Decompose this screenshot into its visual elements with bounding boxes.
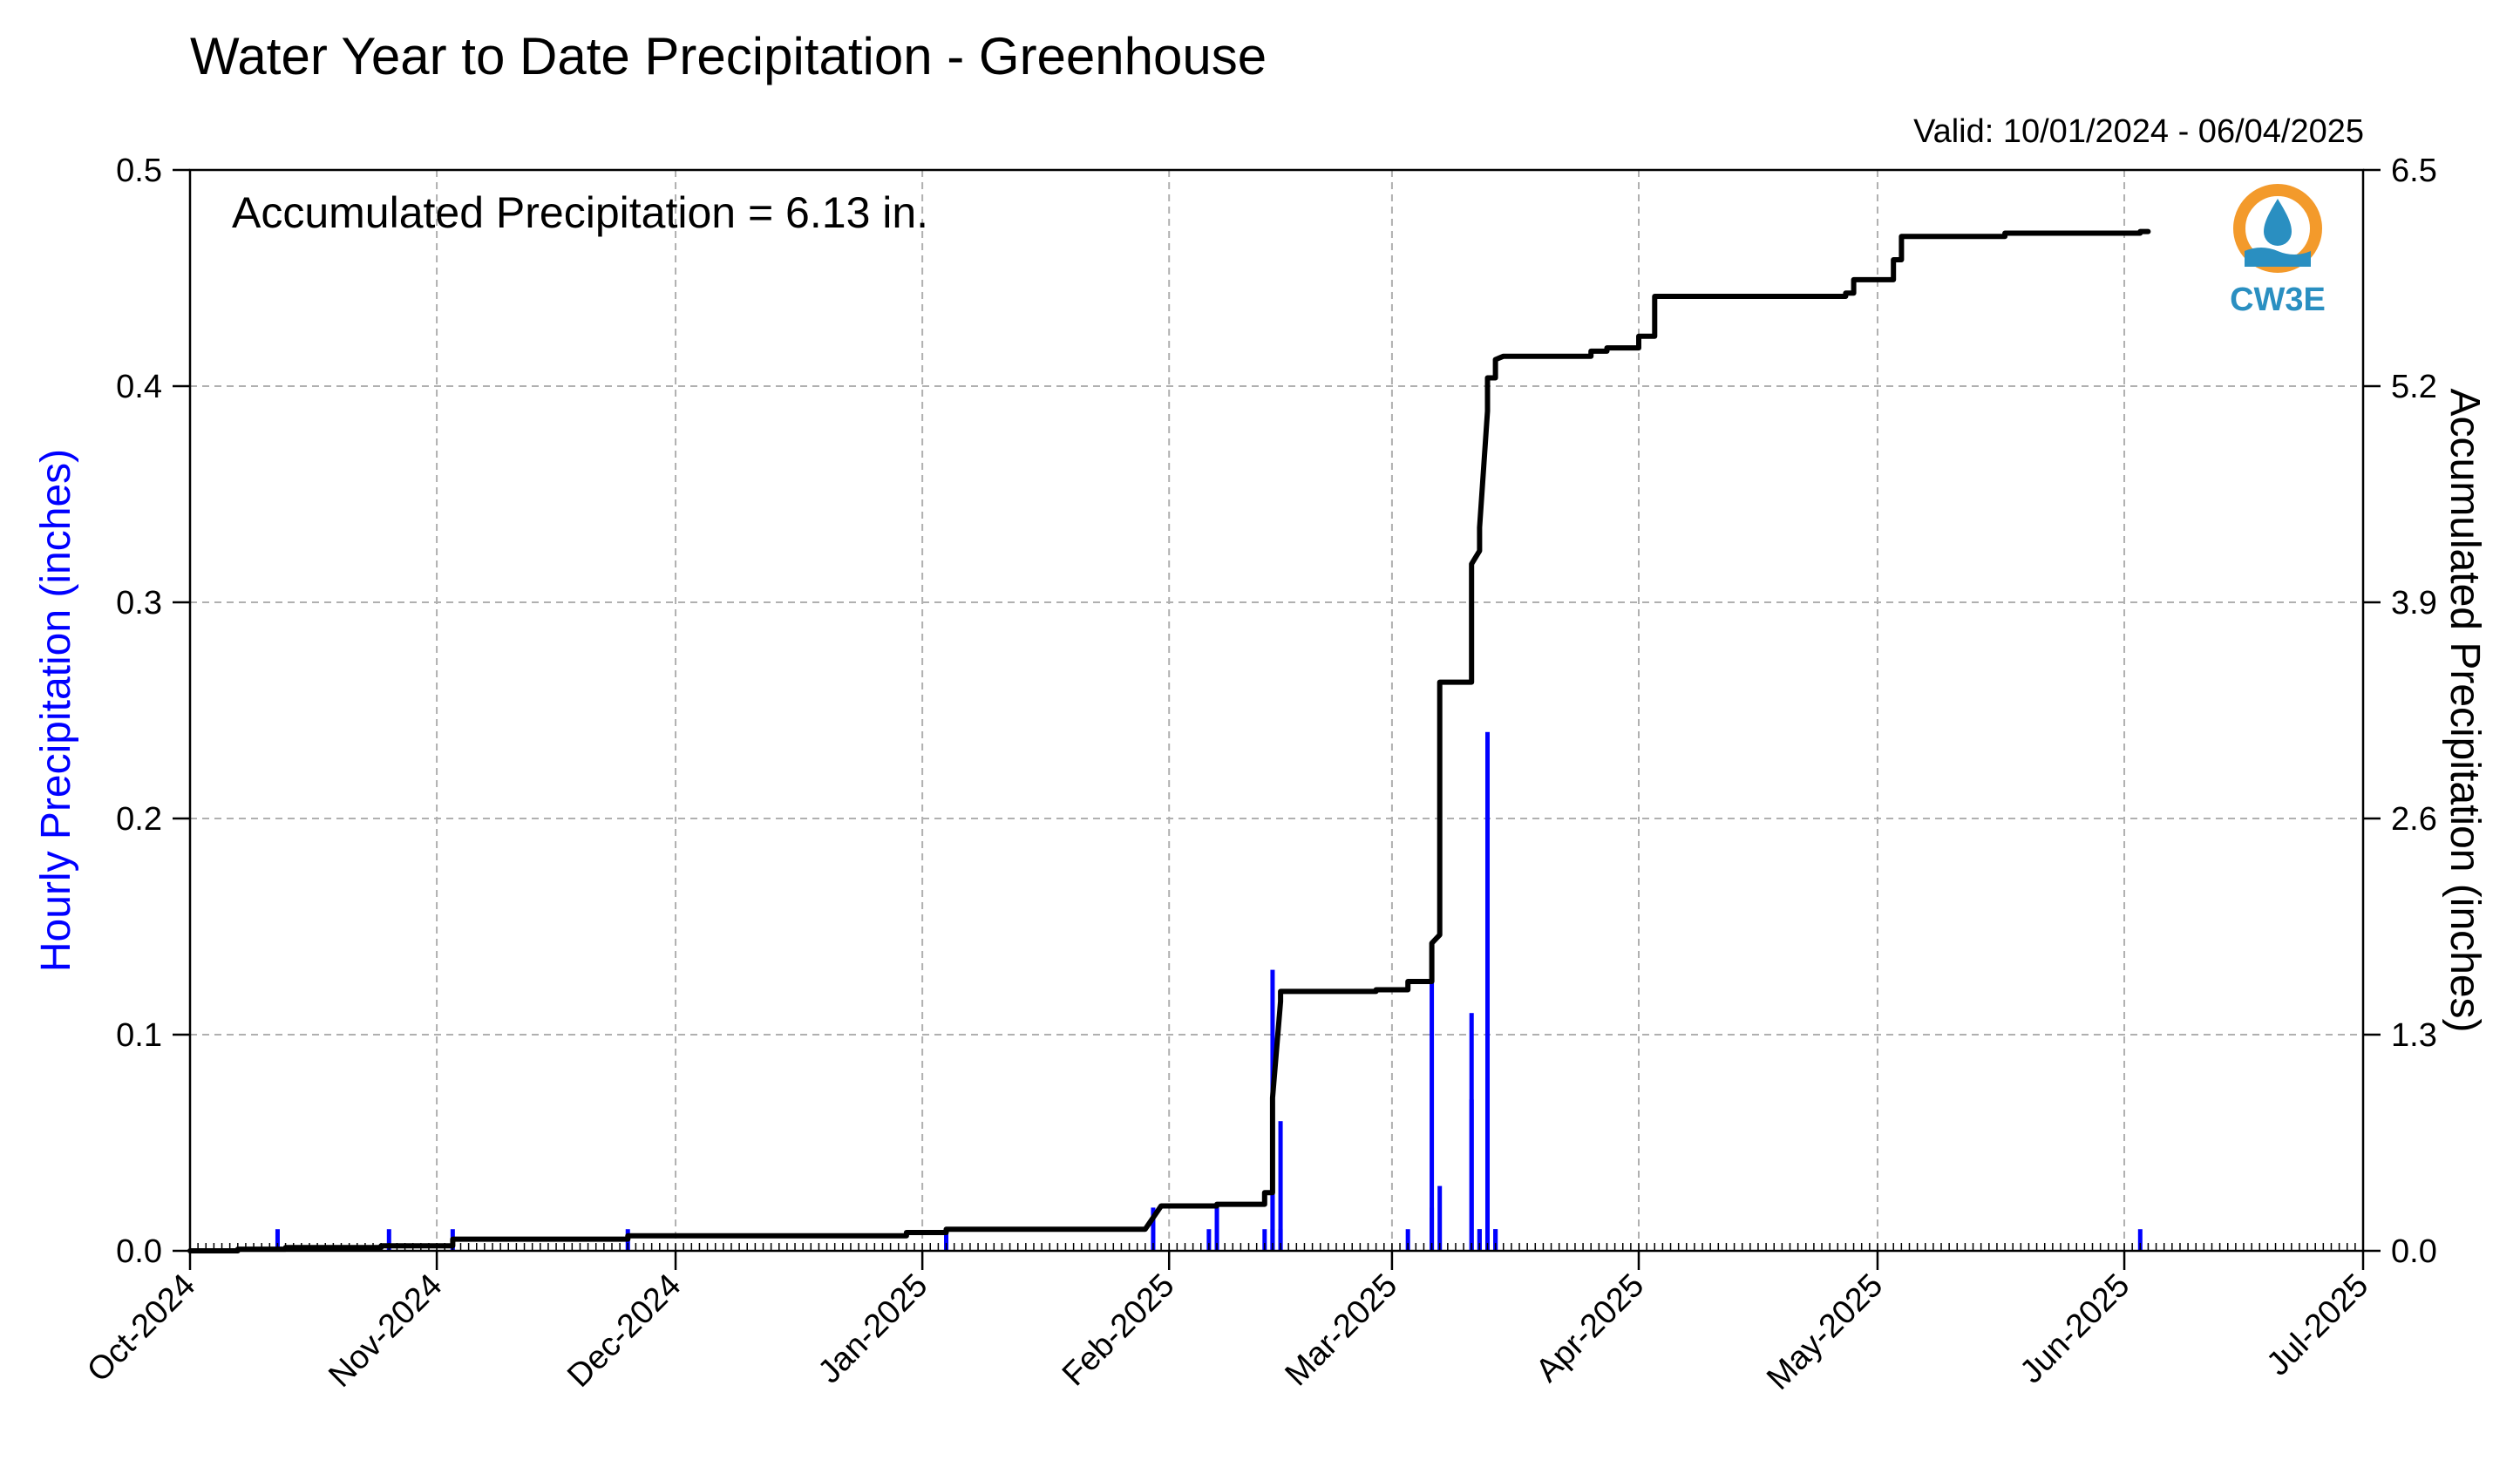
hourly-precipitation-bar xyxy=(1469,1013,1474,1251)
hourly-precipitation-bar xyxy=(1262,1229,1267,1251)
cw3e-logo: CW3E xyxy=(2230,184,2326,318)
plot-frame xyxy=(188,168,2365,1253)
accumulated-precipitation-series xyxy=(187,228,2151,1253)
y-axis-left-label: Hourly Precipitation (inches) xyxy=(33,449,79,972)
y-left-tick-label: 0.3 xyxy=(116,585,162,621)
y-left-tick-label: 0.1 xyxy=(116,1017,162,1054)
logo-text: CW3E xyxy=(2230,282,2326,318)
y-right-tick-label: 2.6 xyxy=(2391,801,2437,838)
y-right-tick-label: 5.2 xyxy=(2391,369,2437,405)
y-right-tick-label: 6.5 xyxy=(2391,153,2437,189)
hourly-precipitation-bar xyxy=(1151,1207,1156,1251)
y-left-tick-label: 0.5 xyxy=(116,153,162,189)
hourly-precipitation-bar xyxy=(1493,1229,1498,1251)
y-right-tick-label: 3.9 xyxy=(2391,585,2437,621)
accumulated-precipitation-line xyxy=(187,228,2151,1253)
hourly-precipitation-bar xyxy=(1405,1229,1410,1251)
hourly-precipitation-bar xyxy=(1430,947,1435,1251)
hourly-precipitation-bar xyxy=(1214,1207,1219,1251)
hourly-precipitation-bar xyxy=(1278,1121,1283,1251)
y-left-tick-label: 0.4 xyxy=(116,369,162,405)
hourly-precipitation-bar xyxy=(1206,1229,1212,1251)
y-right-tick-label: 1.3 xyxy=(2391,1017,2437,1054)
hourly-precipitation-bar xyxy=(275,1229,280,1251)
y-right-tick-label: 0.0 xyxy=(2391,1233,2437,1270)
hourly-precipitation-bar xyxy=(1484,1077,1490,1251)
logo-water-drop-icon xyxy=(2264,199,2292,246)
hourly-precipitation-bar xyxy=(1484,731,1490,1251)
chart-title: Water Year to Date Precipitation - Green… xyxy=(190,27,1267,85)
y-left-tick-label: 0.2 xyxy=(116,801,162,838)
y-axis-right: 0.0 1.3 2.6 3.9 5.2 6.5 xyxy=(2363,153,2437,1270)
y-axis-left: 0.0 0.1 0.2 0.3 0.4 0.5 xyxy=(116,153,190,1270)
hourly-precipitation-bar xyxy=(944,1229,949,1251)
hourly-precipitation-bar xyxy=(1437,1185,1443,1251)
hourly-precipitation-bar xyxy=(1477,1229,1482,1251)
y-left-tick-label: 0.0 xyxy=(116,1233,162,1270)
x-minor-ticks xyxy=(189,1243,2364,1251)
y-axis-right-label: Accumulated Precipitation (inches) xyxy=(2442,388,2488,1032)
valid-date-range: Valid: 10/01/2024 - 06/04/2025 xyxy=(1913,113,2364,150)
accumulated-total-annotation: Accumulated Precipitation = 6.13 in. xyxy=(232,188,928,237)
hourly-precipitation-bar xyxy=(2137,1229,2143,1251)
hourly-precipitation-bar xyxy=(1278,1229,1283,1251)
logo-wave-icon xyxy=(2245,248,2311,267)
hourly-precipitation-bar xyxy=(386,1229,391,1251)
